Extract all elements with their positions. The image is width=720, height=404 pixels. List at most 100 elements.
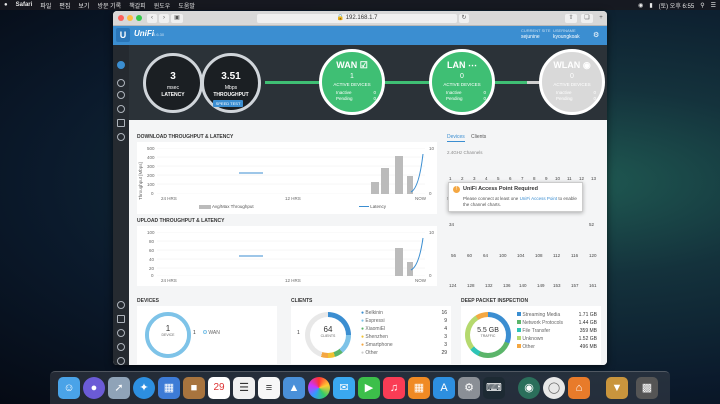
photos-icon[interactable] <box>308 377 330 399</box>
chat-nav-icon[interactable] <box>117 357 125 365</box>
clients-title: CLIENTS <box>291 298 313 304</box>
upload-ytick-20: 20 <box>149 266 155 271</box>
unifi-brand: UniFi <box>134 29 154 38</box>
current-site-selector[interactable]: CURRENT SITE sejunine <box>521 28 550 40</box>
wlan-status-circle[interactable]: WLAN ◉ 0 ACTIVE DEVICES Inactive 0 Pendin… <box>539 49 605 115</box>
reminders-icon[interactable]: ≡ <box>258 377 280 399</box>
devices-nav-icon[interactable] <box>117 91 125 99</box>
terminal-icon[interactable]: ⌨ <box>483 377 505 399</box>
facetime-icon[interactable]: ▶ <box>358 377 380 399</box>
support-nav-icon[interactable] <box>117 343 125 351</box>
wlan-pending-row: Pending 0 <box>556 96 596 101</box>
devices-donut[interactable]: 1 DEVICE <box>145 312 191 358</box>
maps-icon[interactable]: ▲ <box>283 377 305 399</box>
siri-icon[interactable]: ● <box>83 377 105 399</box>
new-tab-icon[interactable]: + <box>599 15 603 21</box>
launchpad-icon[interactable]: ➚ <box>108 377 130 399</box>
settings-gear-icon[interactable]: ⚙ <box>593 32 600 39</box>
back-button[interactable]: ‹ <box>147 14 157 23</box>
globe-app-icon[interactable]: ◉ <box>518 377 540 399</box>
events-nav-icon[interactable] <box>117 301 125 309</box>
menu-item-edit[interactable]: 편집 <box>59 3 71 10</box>
clients-legend-item: ● Shenzhen 3 <box>361 334 447 340</box>
clients-total-caption: CLIENTS <box>320 334 336 338</box>
wlan-caption: ACTIVE DEVICES <box>553 82 591 87</box>
dpi-legend-value: 496 MB <box>579 344 597 350</box>
clock[interactable]: (토) 오후 6:55 <box>658 3 695 10</box>
menu-item-safari[interactable]: Safari <box>15 2 33 8</box>
user-menu[interactable]: USERNAME kyoungkoak <box>553 28 580 40</box>
unifi-logo: U <box>116 28 130 42</box>
menu-item-history[interactable]: 방문 기록 <box>97 3 122 10</box>
channel-label: 56 <box>451 253 457 258</box>
image-capture-icon[interactable]: ▦ <box>158 377 180 399</box>
wlan-count: 0 <box>570 73 574 80</box>
sidebar-toggle-icon[interactable]: ▣ <box>171 14 183 23</box>
finder-icon[interactable]: ☺ <box>58 377 80 399</box>
battery-icon[interactable]: ▮ <box>649 2 653 9</box>
dashboard-nav-icon[interactable] <box>117 61 125 69</box>
insights-nav-icon[interactable] <box>117 133 125 141</box>
close-window-button[interactable] <box>118 15 124 21</box>
dpi-legend-name: File Transfer <box>522 328 551 334</box>
latency-unit: msec <box>167 85 179 91</box>
music-icon[interactable]: ♫ <box>383 377 405 399</box>
menu-item-view[interactable]: 보기 <box>78 3 90 10</box>
system-preferences-icon[interactable]: ⚙ <box>458 377 480 399</box>
downloads-folder-icon[interactable]: ▼ <box>606 377 628 399</box>
clients-legend-value: 16 <box>441 310 447 316</box>
spotlight-icon[interactable]: ⚲ <box>700 2 705 9</box>
clients-donut[interactable]: 64 CLIENTS <box>305 312 351 358</box>
alerts-nav-icon[interactable] <box>117 315 125 323</box>
menu-item-file[interactable]: 파일 <box>40 3 52 10</box>
menu-item-bookmarks[interactable]: 책갈피 <box>129 3 146 10</box>
disk-utility-icon[interactable]: ◯ <box>543 377 565 399</box>
url-bar[interactable]: 🔒 192.168.1.7 <box>257 14 457 23</box>
calendar-icon[interactable]: 29 <box>208 377 230 399</box>
menu-item-help[interactable]: 도움말 <box>178 3 195 10</box>
lan-inactive-value: 0 <box>483 90 486 95</box>
share-icon[interactable]: ⇧ <box>565 14 577 23</box>
tabs-overview-icon[interactable]: ❏ <box>581 14 593 23</box>
wlan-pending-label: Pending <box>556 96 573 101</box>
settings-nav-icon[interactable] <box>117 329 125 337</box>
menu-item-window[interactable]: 윈도우 <box>153 3 171 10</box>
channel-label: 136 <box>503 283 511 288</box>
lan-pending-label: Pending <box>446 96 463 101</box>
upload-latency-line <box>410 237 424 271</box>
notes-icon[interactable]: ☰ <box>233 377 255 399</box>
upload-bar <box>395 248 403 276</box>
download-latency-line <box>410 153 424 193</box>
lan-status-circle[interactable]: LAN ⋯ 0 ACTIVE DEVICES Inactive 0 Pending… <box>429 49 495 115</box>
access-point-link[interactable]: UniFi Access Point <box>519 196 558 201</box>
apple-menu-icon[interactable]: ● <box>4 2 8 8</box>
download-legend-latency-text: Latency <box>370 204 387 209</box>
forward-button[interactable]: › <box>159 14 169 23</box>
wan-status-circle[interactable]: WAN ☑ 1 ACTIVE DEVICES Inactive 0 Pending… <box>319 49 385 115</box>
latency-gauge[interactable]: 3 msec LATENCY <box>143 53 203 113</box>
messages-icon[interactable]: ✉ <box>333 377 355 399</box>
reload-icon[interactable]: ↻ <box>459 14 469 23</box>
dpi-donut[interactable]: 5.5 GB TRAFFIC <box>465 312 511 358</box>
clients-legend-name: Other <box>365 350 378 356</box>
tab-clients[interactable]: Clients <box>471 134 487 140</box>
statistics-nav-icon[interactable] <box>117 119 125 127</box>
zoom-window-button[interactable] <box>136 15 142 21</box>
map-nav-icon[interactable] <box>117 79 125 87</box>
clients-nav-icon[interactable] <box>117 105 125 113</box>
app-store-icon[interactable]: A <box>433 377 455 399</box>
upload-ytick-right-0: 0 <box>429 273 432 278</box>
current-site-caption: CURRENT SITE <box>521 28 551 33</box>
channel-label: 2 <box>461 176 464 181</box>
tab-devices[interactable]: Devices <box>447 134 465 142</box>
home-app-icon[interactable]: ⌂ <box>568 377 590 399</box>
trash-icon[interactable]: ▩ <box>636 377 658 399</box>
safari-icon[interactable]: ✦ <box>133 377 155 399</box>
throughput-gauge[interactable]: 3.51 Mbps THROUGHPUT <box>201 53 261 113</box>
contacts-icon[interactable]: ■ <box>183 377 205 399</box>
minimize-window-button[interactable] <box>127 15 133 21</box>
books-icon[interactable]: ▦ <box>408 377 430 399</box>
notification-center-icon[interactable]: ☰ <box>710 2 716 9</box>
speed-test-button[interactable]: SPEED TEST <box>213 100 243 107</box>
wifi-status-icon[interactable]: ◉ <box>638 2 644 9</box>
